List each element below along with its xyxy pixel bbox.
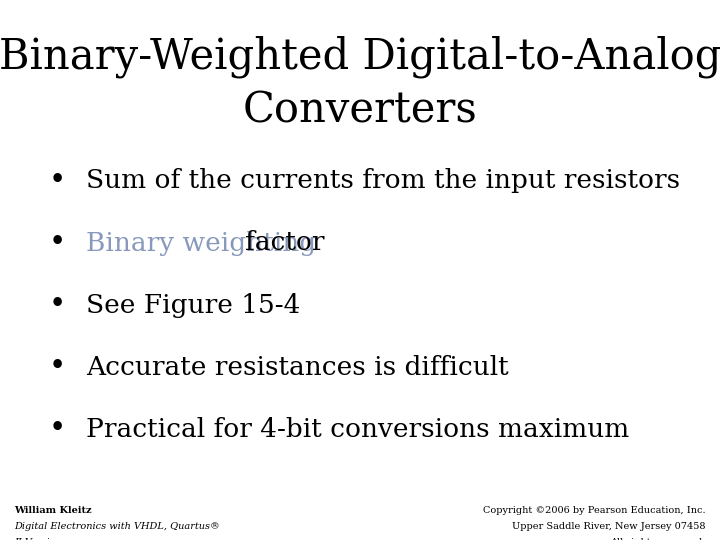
Text: Converters: Converters: [243, 90, 477, 132]
Text: Binary-Weighted Digital-to-Analog: Binary-Weighted Digital-to-Analog: [0, 36, 720, 78]
Text: •: •: [49, 353, 66, 381]
Text: All rights reserved.: All rights reserved.: [611, 538, 706, 540]
Text: II Version: II Version: [14, 538, 62, 540]
Text: •: •: [49, 167, 66, 195]
Text: Practical for 4-bit conversions maximum: Practical for 4-bit conversions maximum: [86, 417, 630, 442]
Text: factor: factor: [245, 231, 324, 255]
Text: William Kleitz: William Kleitz: [14, 506, 92, 515]
Text: See Figure 15-4: See Figure 15-4: [86, 293, 301, 318]
Text: •: •: [49, 229, 66, 257]
Text: Copyright ©2006 by Pearson Education, Inc.: Copyright ©2006 by Pearson Education, In…: [483, 506, 706, 515]
Text: Upper Saddle River, New Jersey 07458: Upper Saddle River, New Jersey 07458: [512, 522, 706, 531]
Text: Accurate resistances is difficult: Accurate resistances is difficult: [86, 355, 509, 380]
Text: Sum of the currents from the input resistors: Sum of the currents from the input resis…: [86, 168, 680, 193]
Text: •: •: [49, 415, 66, 443]
Text: Binary weighting: Binary weighting: [86, 231, 317, 255]
Text: •: •: [49, 291, 66, 319]
Text: Digital Electronics with VHDL, Quartus®: Digital Electronics with VHDL, Quartus®: [14, 522, 220, 531]
